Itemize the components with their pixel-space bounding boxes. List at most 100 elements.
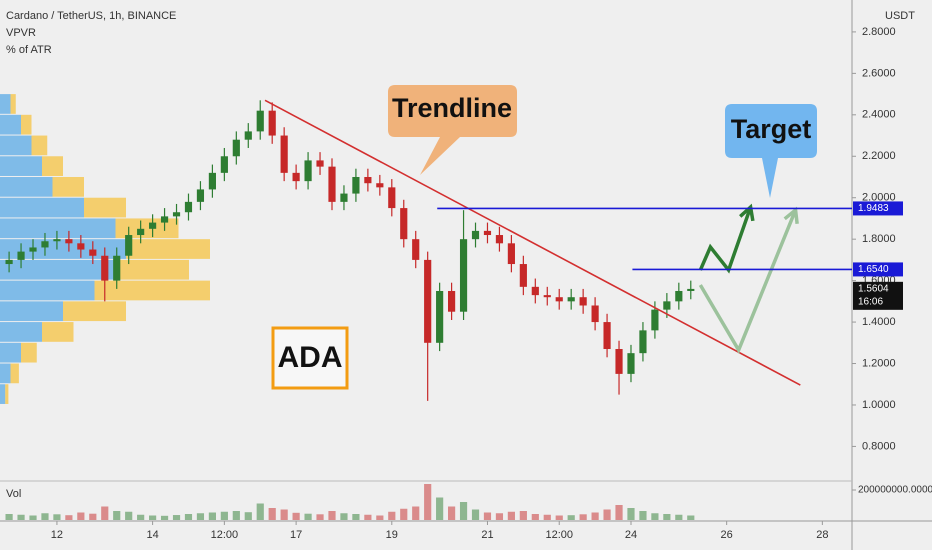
volume-bar [184,514,193,520]
volume-bar [196,513,205,520]
vpvr-up [0,156,42,176]
candle-body [29,247,37,252]
y-tick-label: 2.4000 [862,109,896,121]
candle-body [244,131,252,140]
annotation: ADA [278,341,343,374]
volume-bar [220,511,228,520]
projection [698,206,753,274]
price-tag [853,201,903,216]
vpvr-down [42,322,74,342]
candle-body [65,239,73,244]
trendline [264,99,801,386]
volume-bar [328,511,336,520]
annotation: Target [731,114,812,144]
y-tick-label: 2.2000 [862,150,896,162]
volume-bar [89,513,97,520]
y-tick-label: 2.8000 [862,26,896,38]
volume-bar [615,505,623,520]
candle-body [101,255,109,281]
volume-bar [5,514,13,520]
volume-bar [459,502,468,520]
candle-body [352,176,360,194]
volume-bar [591,512,599,520]
vpvr-down [126,239,210,259]
candle-body [172,212,181,217]
y-tick-label: 200000000.0000 [858,485,932,496]
candle-body [400,208,408,240]
volume-bar [400,508,408,520]
vpvr-down [5,384,9,404]
vpvr-up [0,322,42,342]
candle-body [483,230,492,236]
volume-bar [244,512,252,520]
candle-body [268,110,276,136]
candle-body [531,286,539,296]
candle-body [316,160,324,167]
x-tick-label: 21 [481,529,493,541]
volume-bar [101,506,109,520]
volume-label: Vol [6,488,21,500]
candle-body [328,166,336,202]
vpvr-up [0,94,11,114]
volume-bar [77,512,85,520]
volume-bar [531,514,539,520]
candle-body [53,239,61,242]
vpvr-up [0,197,84,218]
volume-bar [424,484,432,520]
candle-body [125,235,133,256]
volume-bar [340,513,348,520]
volume-bar [471,509,480,520]
candle-body [304,160,312,182]
y-tick-label: 2.0000 [862,192,896,204]
last-price: 1.5604 [858,283,889,294]
candle-body [663,301,671,310]
vpvr-down [21,114,32,135]
volume-bar [53,514,61,520]
vpvr-down [31,135,48,156]
volume-bar [41,513,49,520]
price-label: 1.9483 [858,203,889,214]
candle-body [196,189,205,202]
candle-body [495,235,504,244]
annotation: Trendline [392,93,512,123]
vpvr-up [0,176,53,197]
indicator: VPVR [6,27,36,39]
countdown: 16:06 [858,296,883,307]
x-tick-label: 28 [816,529,828,541]
x-tick-label: 14 [146,529,158,541]
volume-bar [172,515,181,520]
volume-bar [663,514,671,520]
x-tick-label: 26 [721,529,733,541]
candle-body [364,176,372,184]
candle-body [579,297,587,306]
volume-bar [543,514,551,520]
annotation-box [271,326,349,390]
candle-body [41,241,49,248]
volume-bar [376,515,384,520]
y-tick-label: 1.8000 [862,233,896,245]
volume-bar [603,509,611,520]
candle-body [137,228,145,236]
candle-body [292,172,300,182]
candle-body [17,251,25,260]
volume-bar [555,515,563,520]
candle-body [543,295,551,298]
candle-body [208,172,216,190]
volume-bar [208,512,216,520]
y-tick-label: 1.2000 [862,357,896,369]
volume-bar [113,511,121,520]
vpvr-down [42,156,63,176]
candle-body [591,305,599,323]
candle-body [448,290,456,312]
candle-body [627,353,635,374]
volume-bar [304,513,312,520]
volume-bar [160,515,169,520]
volume-bar [388,511,396,520]
candle-body [567,297,575,302]
volume-bar [675,514,683,520]
candle-body [256,110,264,132]
volume-bar [280,509,288,520]
candle-body [113,255,121,281]
vpvr-up [0,114,21,135]
currency: USDT [885,10,915,22]
